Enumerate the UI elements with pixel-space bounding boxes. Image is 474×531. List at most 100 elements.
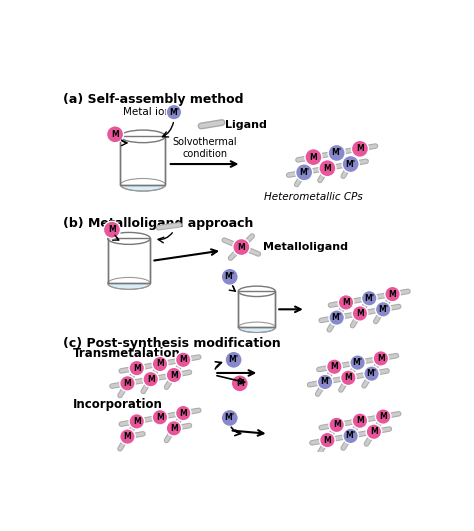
Circle shape [103, 221, 120, 238]
Text: M: M [377, 354, 385, 363]
Circle shape [129, 414, 145, 429]
Circle shape [319, 432, 335, 448]
Text: M': M' [364, 294, 374, 303]
Circle shape [317, 374, 333, 390]
Text: M: M [108, 225, 116, 234]
Circle shape [231, 375, 248, 392]
Ellipse shape [109, 265, 149, 277]
Circle shape [329, 310, 345, 326]
Ellipse shape [238, 286, 275, 296]
Circle shape [352, 306, 368, 321]
Bar [120, 136, 165, 185]
Text: M: M [236, 379, 244, 388]
Text: M: M [124, 432, 131, 441]
Bar [238, 292, 275, 327]
Text: M: M [370, 427, 378, 436]
Text: M: M [342, 298, 350, 307]
Circle shape [120, 429, 135, 444]
Text: M': M' [299, 168, 309, 177]
Circle shape [338, 295, 354, 310]
Ellipse shape [238, 322, 275, 332]
Ellipse shape [239, 311, 275, 321]
Circle shape [327, 359, 342, 374]
Text: M: M [389, 289, 396, 298]
Circle shape [343, 428, 358, 444]
Text: M': M' [225, 414, 235, 423]
Text: M: M [133, 364, 141, 373]
Text: M: M [179, 355, 187, 364]
Text: Transmetalation: Transmetalation [73, 347, 181, 361]
Text: M: M [333, 421, 341, 430]
Circle shape [233, 238, 250, 255]
Text: M': M' [332, 149, 342, 158]
Bar [120, 170, 165, 185]
Circle shape [375, 302, 391, 317]
Circle shape [385, 286, 400, 302]
Ellipse shape [120, 178, 165, 191]
Text: M: M [156, 359, 164, 369]
Text: M': M' [353, 358, 363, 367]
Text: M: M [156, 413, 164, 422]
Circle shape [350, 355, 365, 370]
Text: Incorporation: Incorporation [73, 398, 163, 411]
Circle shape [373, 350, 389, 366]
Text: M: M [179, 408, 187, 417]
Circle shape [351, 140, 368, 157]
Text: M: M [379, 412, 387, 421]
Circle shape [329, 417, 345, 433]
Text: M: M [330, 362, 338, 371]
Circle shape [328, 144, 345, 161]
Circle shape [175, 405, 191, 421]
Circle shape [175, 352, 191, 367]
Bar [108, 238, 150, 284]
Circle shape [364, 366, 379, 381]
Text: (b) Metalloligand approach: (b) Metalloligand approach [63, 217, 254, 230]
Text: M': M' [332, 313, 342, 322]
Circle shape [152, 356, 168, 372]
Circle shape [341, 370, 356, 386]
Text: M: M [324, 435, 331, 444]
Text: M': M' [366, 369, 377, 378]
Text: (a) Self-assembly method: (a) Self-assembly method [63, 93, 244, 106]
Circle shape [143, 372, 158, 387]
Bar [108, 271, 150, 284]
Text: M: M [147, 375, 155, 384]
Ellipse shape [121, 164, 164, 176]
Circle shape [342, 156, 359, 173]
Circle shape [319, 160, 336, 177]
Text: Heterometallic CPs: Heterometallic CPs [264, 192, 363, 202]
Circle shape [152, 409, 168, 425]
Text: M': M' [169, 108, 179, 117]
Circle shape [221, 409, 238, 426]
Text: (c) Post-synthesis modification: (c) Post-synthesis modification [63, 337, 281, 350]
Circle shape [225, 352, 242, 369]
Text: M: M [310, 152, 317, 161]
Text: M': M' [378, 305, 388, 314]
Circle shape [107, 126, 124, 143]
Text: M: M [356, 416, 364, 425]
Bar [238, 292, 275, 327]
Circle shape [166, 105, 182, 120]
Text: M': M' [228, 355, 239, 364]
Text: M: M [345, 373, 352, 382]
Text: M: M [133, 417, 141, 426]
Ellipse shape [108, 277, 150, 289]
Text: M': M' [346, 159, 356, 168]
Circle shape [120, 375, 135, 391]
Text: M: M [237, 243, 245, 252]
Text: M: M [356, 144, 364, 153]
Bar [120, 136, 165, 185]
Text: M: M [124, 379, 131, 388]
Circle shape [366, 424, 382, 440]
Text: Metalloligand: Metalloligand [263, 242, 348, 252]
Bar [238, 316, 275, 327]
Circle shape [296, 164, 313, 181]
Text: Solvothermal
condition: Solvothermal condition [173, 137, 237, 158]
Ellipse shape [108, 233, 150, 244]
Text: M: M [170, 371, 178, 380]
Circle shape [362, 290, 377, 306]
Ellipse shape [120, 130, 165, 143]
Text: Ligand: Ligand [225, 119, 267, 130]
Text: Metal ions: Metal ions [123, 107, 176, 117]
Circle shape [166, 367, 182, 383]
